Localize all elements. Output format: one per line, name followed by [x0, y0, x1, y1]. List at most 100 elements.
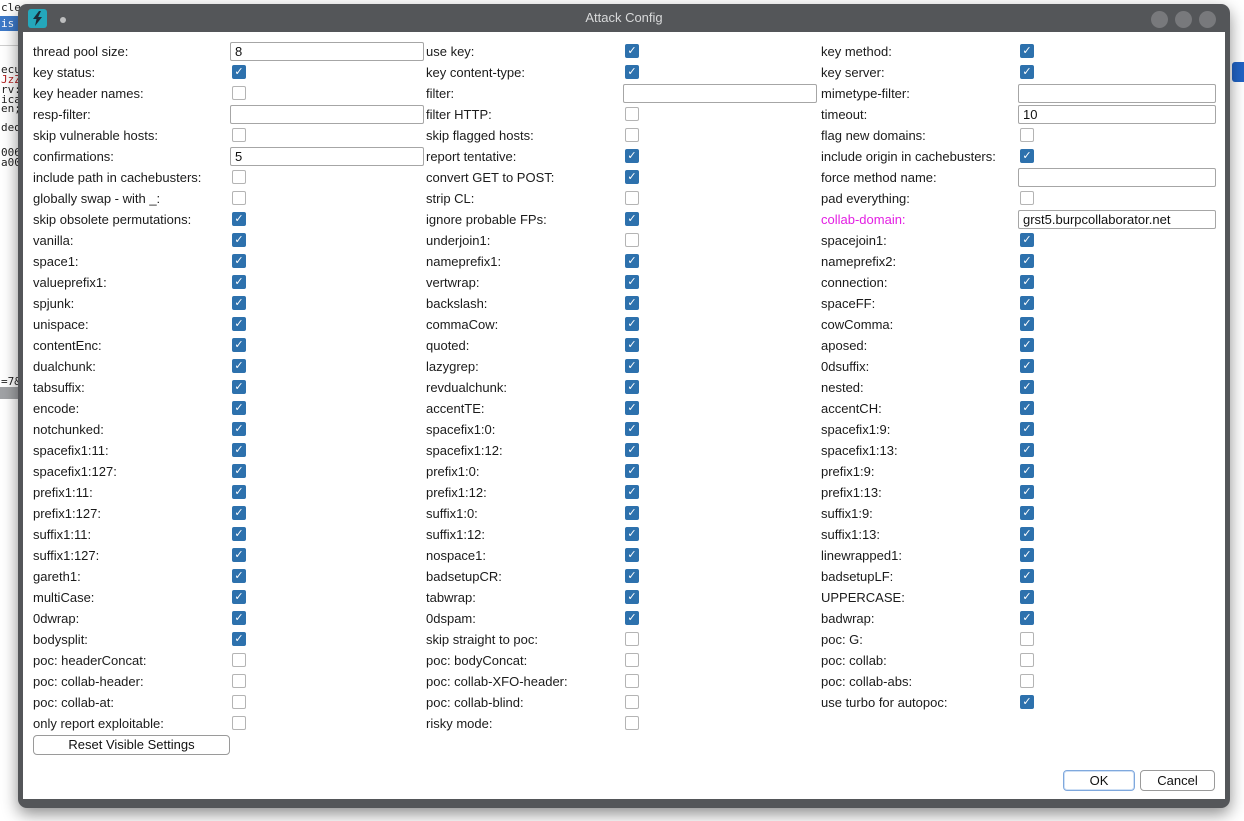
checkbox-checked[interactable]: ✓ [1020, 464, 1034, 478]
checkbox-unchecked[interactable] [232, 674, 246, 688]
checkbox-checked[interactable]: ✓ [1020, 296, 1034, 310]
checkbox-checked[interactable]: ✓ [232, 611, 246, 625]
checkbox-checked[interactable]: ✓ [1020, 695, 1034, 709]
checkbox-checked[interactable]: ✓ [625, 65, 639, 79]
checkbox-unchecked[interactable] [625, 674, 639, 688]
checkbox-checked[interactable]: ✓ [232, 569, 246, 583]
text-input[interactable] [230, 147, 424, 166]
checkbox-unchecked[interactable] [232, 716, 246, 730]
checkbox-checked[interactable]: ✓ [232, 317, 246, 331]
checkbox-checked[interactable]: ✓ [232, 485, 246, 499]
checkbox-checked[interactable]: ✓ [625, 170, 639, 184]
checkbox-unchecked[interactable] [625, 191, 639, 205]
checkbox-checked[interactable]: ✓ [1020, 359, 1034, 373]
checkbox-checked[interactable]: ✓ [625, 401, 639, 415]
text-input[interactable] [1018, 105, 1216, 124]
text-input[interactable] [230, 42, 424, 61]
text-input[interactable] [623, 84, 817, 103]
checkbox-checked[interactable]: ✓ [1020, 401, 1034, 415]
reset-visible-settings-button[interactable]: Reset Visible Settings [33, 735, 230, 755]
checkbox-checked[interactable]: ✓ [625, 422, 639, 436]
checkbox-checked[interactable]: ✓ [625, 338, 639, 352]
checkbox-checked[interactable]: ✓ [625, 275, 639, 289]
checkbox-checked[interactable]: ✓ [1020, 485, 1034, 499]
checkbox-checked[interactable]: ✓ [625, 506, 639, 520]
checkbox-unchecked[interactable] [232, 86, 246, 100]
checkbox-checked[interactable]: ✓ [625, 569, 639, 583]
checkbox-checked[interactable]: ✓ [1020, 275, 1034, 289]
ok-button[interactable]: OK [1063, 770, 1135, 791]
checkbox-checked[interactable]: ✓ [1020, 65, 1034, 79]
checkbox-checked[interactable]: ✓ [232, 359, 246, 373]
window-control-icon[interactable] [1151, 11, 1168, 28]
checkbox-unchecked[interactable] [625, 632, 639, 646]
checkbox-unchecked[interactable] [625, 695, 639, 709]
checkbox-checked[interactable]: ✓ [625, 611, 639, 625]
window-control-icon[interactable] [1175, 11, 1192, 28]
checkbox-unchecked[interactable] [1020, 674, 1034, 688]
checkbox-checked[interactable]: ✓ [1020, 254, 1034, 268]
checkbox-checked[interactable]: ✓ [1020, 527, 1034, 541]
checkbox-checked[interactable]: ✓ [625, 296, 639, 310]
checkbox-checked[interactable]: ✓ [625, 464, 639, 478]
checkbox-checked[interactable]: ✓ [1020, 44, 1034, 58]
checkbox-checked[interactable]: ✓ [1020, 590, 1034, 604]
checkbox-checked[interactable]: ✓ [232, 212, 246, 226]
checkbox-unchecked[interactable] [625, 716, 639, 730]
checkbox-checked[interactable]: ✓ [232, 443, 246, 457]
checkbox-unchecked[interactable] [232, 695, 246, 709]
checkbox-checked[interactable]: ✓ [1020, 149, 1034, 163]
checkbox-unchecked[interactable] [625, 128, 639, 142]
checkbox-checked[interactable]: ✓ [625, 44, 639, 58]
checkbox-unchecked[interactable] [232, 191, 246, 205]
checkbox-checked[interactable]: ✓ [232, 233, 246, 247]
checkbox-checked[interactable]: ✓ [232, 632, 246, 646]
checkbox-checked[interactable]: ✓ [232, 422, 246, 436]
checkbox-checked[interactable]: ✓ [1020, 548, 1034, 562]
checkbox-checked[interactable]: ✓ [232, 464, 246, 478]
checkbox-checked[interactable]: ✓ [625, 212, 639, 226]
checkbox-unchecked[interactable] [1020, 191, 1034, 205]
checkbox-checked[interactable]: ✓ [1020, 569, 1034, 583]
checkbox-checked[interactable]: ✓ [625, 149, 639, 163]
checkbox-unchecked[interactable] [1020, 632, 1034, 646]
checkbox-checked[interactable]: ✓ [232, 275, 246, 289]
checkbox-unchecked[interactable] [1020, 653, 1034, 667]
checkbox-checked[interactable]: ✓ [232, 296, 246, 310]
checkbox-checked[interactable]: ✓ [232, 254, 246, 268]
checkbox-checked[interactable]: ✓ [625, 380, 639, 394]
checkbox-checked[interactable]: ✓ [1020, 317, 1034, 331]
checkbox-checked[interactable]: ✓ [1020, 422, 1034, 436]
checkbox-checked[interactable]: ✓ [1020, 338, 1034, 352]
checkbox-checked[interactable]: ✓ [625, 359, 639, 373]
text-input[interactable] [1018, 84, 1216, 103]
checkbox-checked[interactable]: ✓ [625, 443, 639, 457]
checkbox-checked[interactable]: ✓ [1020, 233, 1034, 247]
checkbox-checked[interactable]: ✓ [625, 590, 639, 604]
checkbox-checked[interactable]: ✓ [625, 548, 639, 562]
checkbox-checked[interactable]: ✓ [1020, 611, 1034, 625]
checkbox-checked[interactable]: ✓ [232, 506, 246, 520]
checkbox-checked[interactable]: ✓ [232, 527, 246, 541]
checkbox-unchecked[interactable] [232, 128, 246, 142]
checkbox-checked[interactable]: ✓ [1020, 380, 1034, 394]
checkbox-unchecked[interactable] [625, 233, 639, 247]
checkbox-unchecked[interactable] [625, 653, 639, 667]
checkbox-checked[interactable]: ✓ [232, 65, 246, 79]
checkbox-checked[interactable]: ✓ [232, 548, 246, 562]
checkbox-checked[interactable]: ✓ [232, 380, 246, 394]
cancel-button[interactable]: Cancel [1140, 770, 1215, 791]
checkbox-checked[interactable]: ✓ [232, 401, 246, 415]
checkbox-checked[interactable]: ✓ [1020, 506, 1034, 520]
checkbox-unchecked[interactable] [625, 107, 639, 121]
checkbox-checked[interactable]: ✓ [625, 317, 639, 331]
checkbox-checked[interactable]: ✓ [232, 590, 246, 604]
checkbox-unchecked[interactable] [232, 653, 246, 667]
checkbox-checked[interactable]: ✓ [1020, 443, 1034, 457]
window-control-icon[interactable] [1199, 11, 1216, 28]
checkbox-checked[interactable]: ✓ [625, 527, 639, 541]
checkbox-checked[interactable]: ✓ [625, 254, 639, 268]
checkbox-checked[interactable]: ✓ [625, 485, 639, 499]
checkbox-unchecked[interactable] [1020, 128, 1034, 142]
text-input[interactable] [1018, 210, 1216, 229]
